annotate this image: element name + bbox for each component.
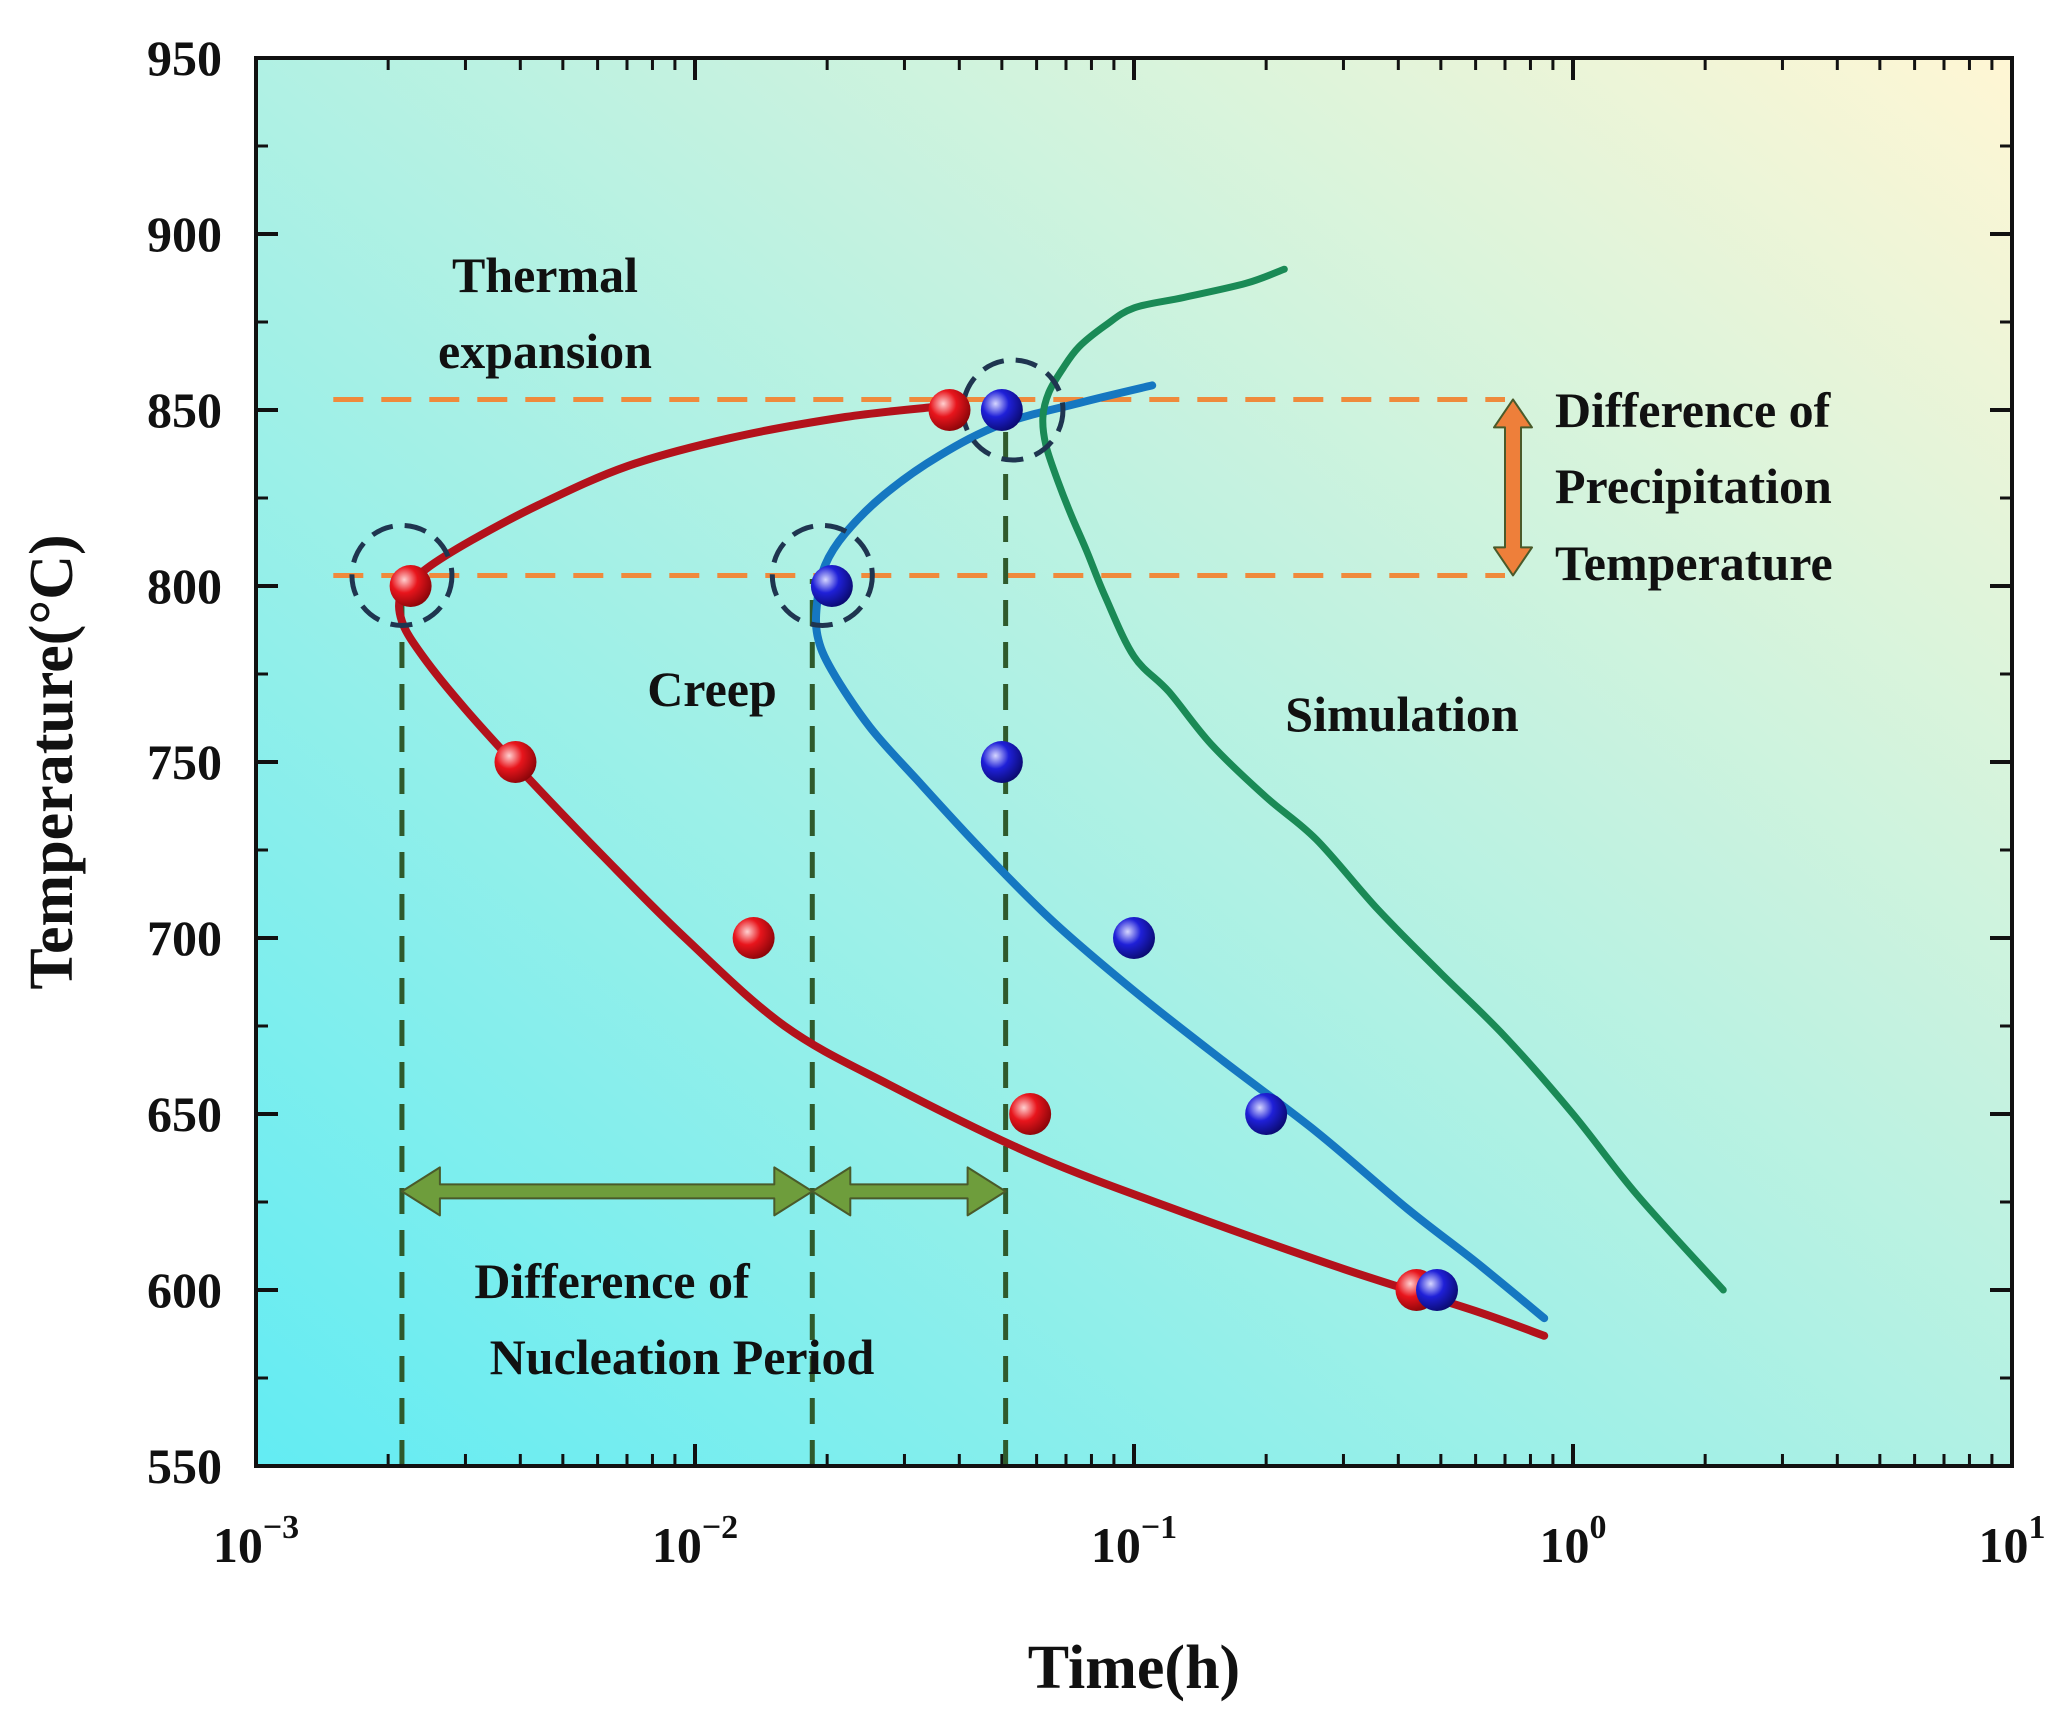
- y-tick-label: 700: [147, 910, 222, 966]
- x-tick-label: 10−1: [1091, 1509, 1177, 1573]
- creep-data-point: [810, 565, 853, 607]
- precipitation-label-line2: Precipitation: [1555, 458, 1832, 514]
- thermal-expansion-data-point: [494, 741, 537, 783]
- x-axis-title: Time(h): [1028, 1634, 1240, 1702]
- thermal-expansion-data-point: [928, 389, 971, 431]
- thermal-expansion-data-point: [389, 565, 432, 607]
- x-tick-exponent: 0: [1590, 1509, 1607, 1546]
- x-tick-exponent: −2: [702, 1509, 738, 1546]
- thermal-expansion-data-point: [732, 917, 775, 959]
- fit-lines: [395, 265, 1727, 1340]
- creep-fit-line: [812, 381, 1549, 1323]
- y-tick-labels: 550 600 650 700 750 800 850 900 950: [147, 30, 222, 1494]
- y-tick-label: 750: [147, 734, 222, 790]
- annotations: Thermal expansion Creep Simulation Diffe…: [438, 247, 1833, 1385]
- x-tick-labels: 10−3 10−2 10−1 100 101: [213, 1509, 2046, 1573]
- creep-label: Creep: [647, 661, 777, 717]
- x-tick-label: 101: [1979, 1509, 2046, 1573]
- simulation-line: [1039, 265, 1727, 1294]
- thermal-expansion-label-line1: Thermal: [452, 247, 638, 303]
- x-tick-label: 10−3: [213, 1509, 299, 1573]
- highlight-circle: [349, 522, 455, 628]
- precipitation-label-line1: Difference of: [1555, 382, 1832, 438]
- y-tick-label: 850: [147, 382, 222, 438]
- x-tick-base: 10: [1540, 1517, 1590, 1573]
- precipitation-arrow: [1493, 398, 1533, 577]
- creep-data-point: [1415, 1269, 1458, 1311]
- simulation-label: Simulation: [1285, 686, 1519, 742]
- y-tick-label: 550: [147, 1438, 222, 1494]
- data-points: [389, 389, 1458, 1311]
- x-tick-exponent: −1: [1141, 1509, 1177, 1546]
- x-tick-base: 10: [213, 1517, 263, 1573]
- nucleation-label-line2: Nucleation Period: [490, 1329, 875, 1385]
- y-tick-label: 800: [147, 558, 222, 614]
- x-tick-base: 10: [1091, 1517, 1141, 1573]
- x-tick-base: 10: [652, 1517, 702, 1573]
- plot-frame: [254, 56, 2014, 1468]
- arrows: [400, 398, 1533, 1217]
- x-tick-base: 10: [1979, 1517, 2029, 1573]
- plot-background: [256, 58, 2012, 1466]
- thermal-expansion-fit-line: [395, 402, 1549, 1340]
- y-tick-label: 600: [147, 1262, 222, 1318]
- x-tick-label: 10−2: [652, 1509, 738, 1573]
- nucleation-label-line1: Difference of: [474, 1253, 751, 1309]
- creep-data-point: [980, 741, 1023, 783]
- x-tick-exponent: 1: [2029, 1509, 2046, 1546]
- x-tick-label: 100: [1540, 1509, 1607, 1573]
- thermal-expansion-data-point: [1009, 1093, 1052, 1135]
- creep-data-point: [1245, 1093, 1288, 1135]
- reference-lines: [333, 396, 1505, 1466]
- nucleation-arrow-right: [811, 1166, 1007, 1217]
- y-axis-title: Temperature(°C): [18, 534, 86, 989]
- thermal-expansion-label-line2: expansion: [438, 323, 652, 379]
- x-tick-exponent: −3: [263, 1509, 299, 1546]
- y-tick-label: 950: [147, 30, 222, 86]
- precipitation-label-line3: Temperature: [1555, 535, 1833, 591]
- y-tick-label: 900: [147, 206, 222, 262]
- creep-data-point: [1113, 917, 1155, 959]
- y-tick-label: 650: [147, 1086, 222, 1142]
- creep-data-point: [980, 389, 1023, 431]
- highlight-circle: [769, 522, 875, 628]
